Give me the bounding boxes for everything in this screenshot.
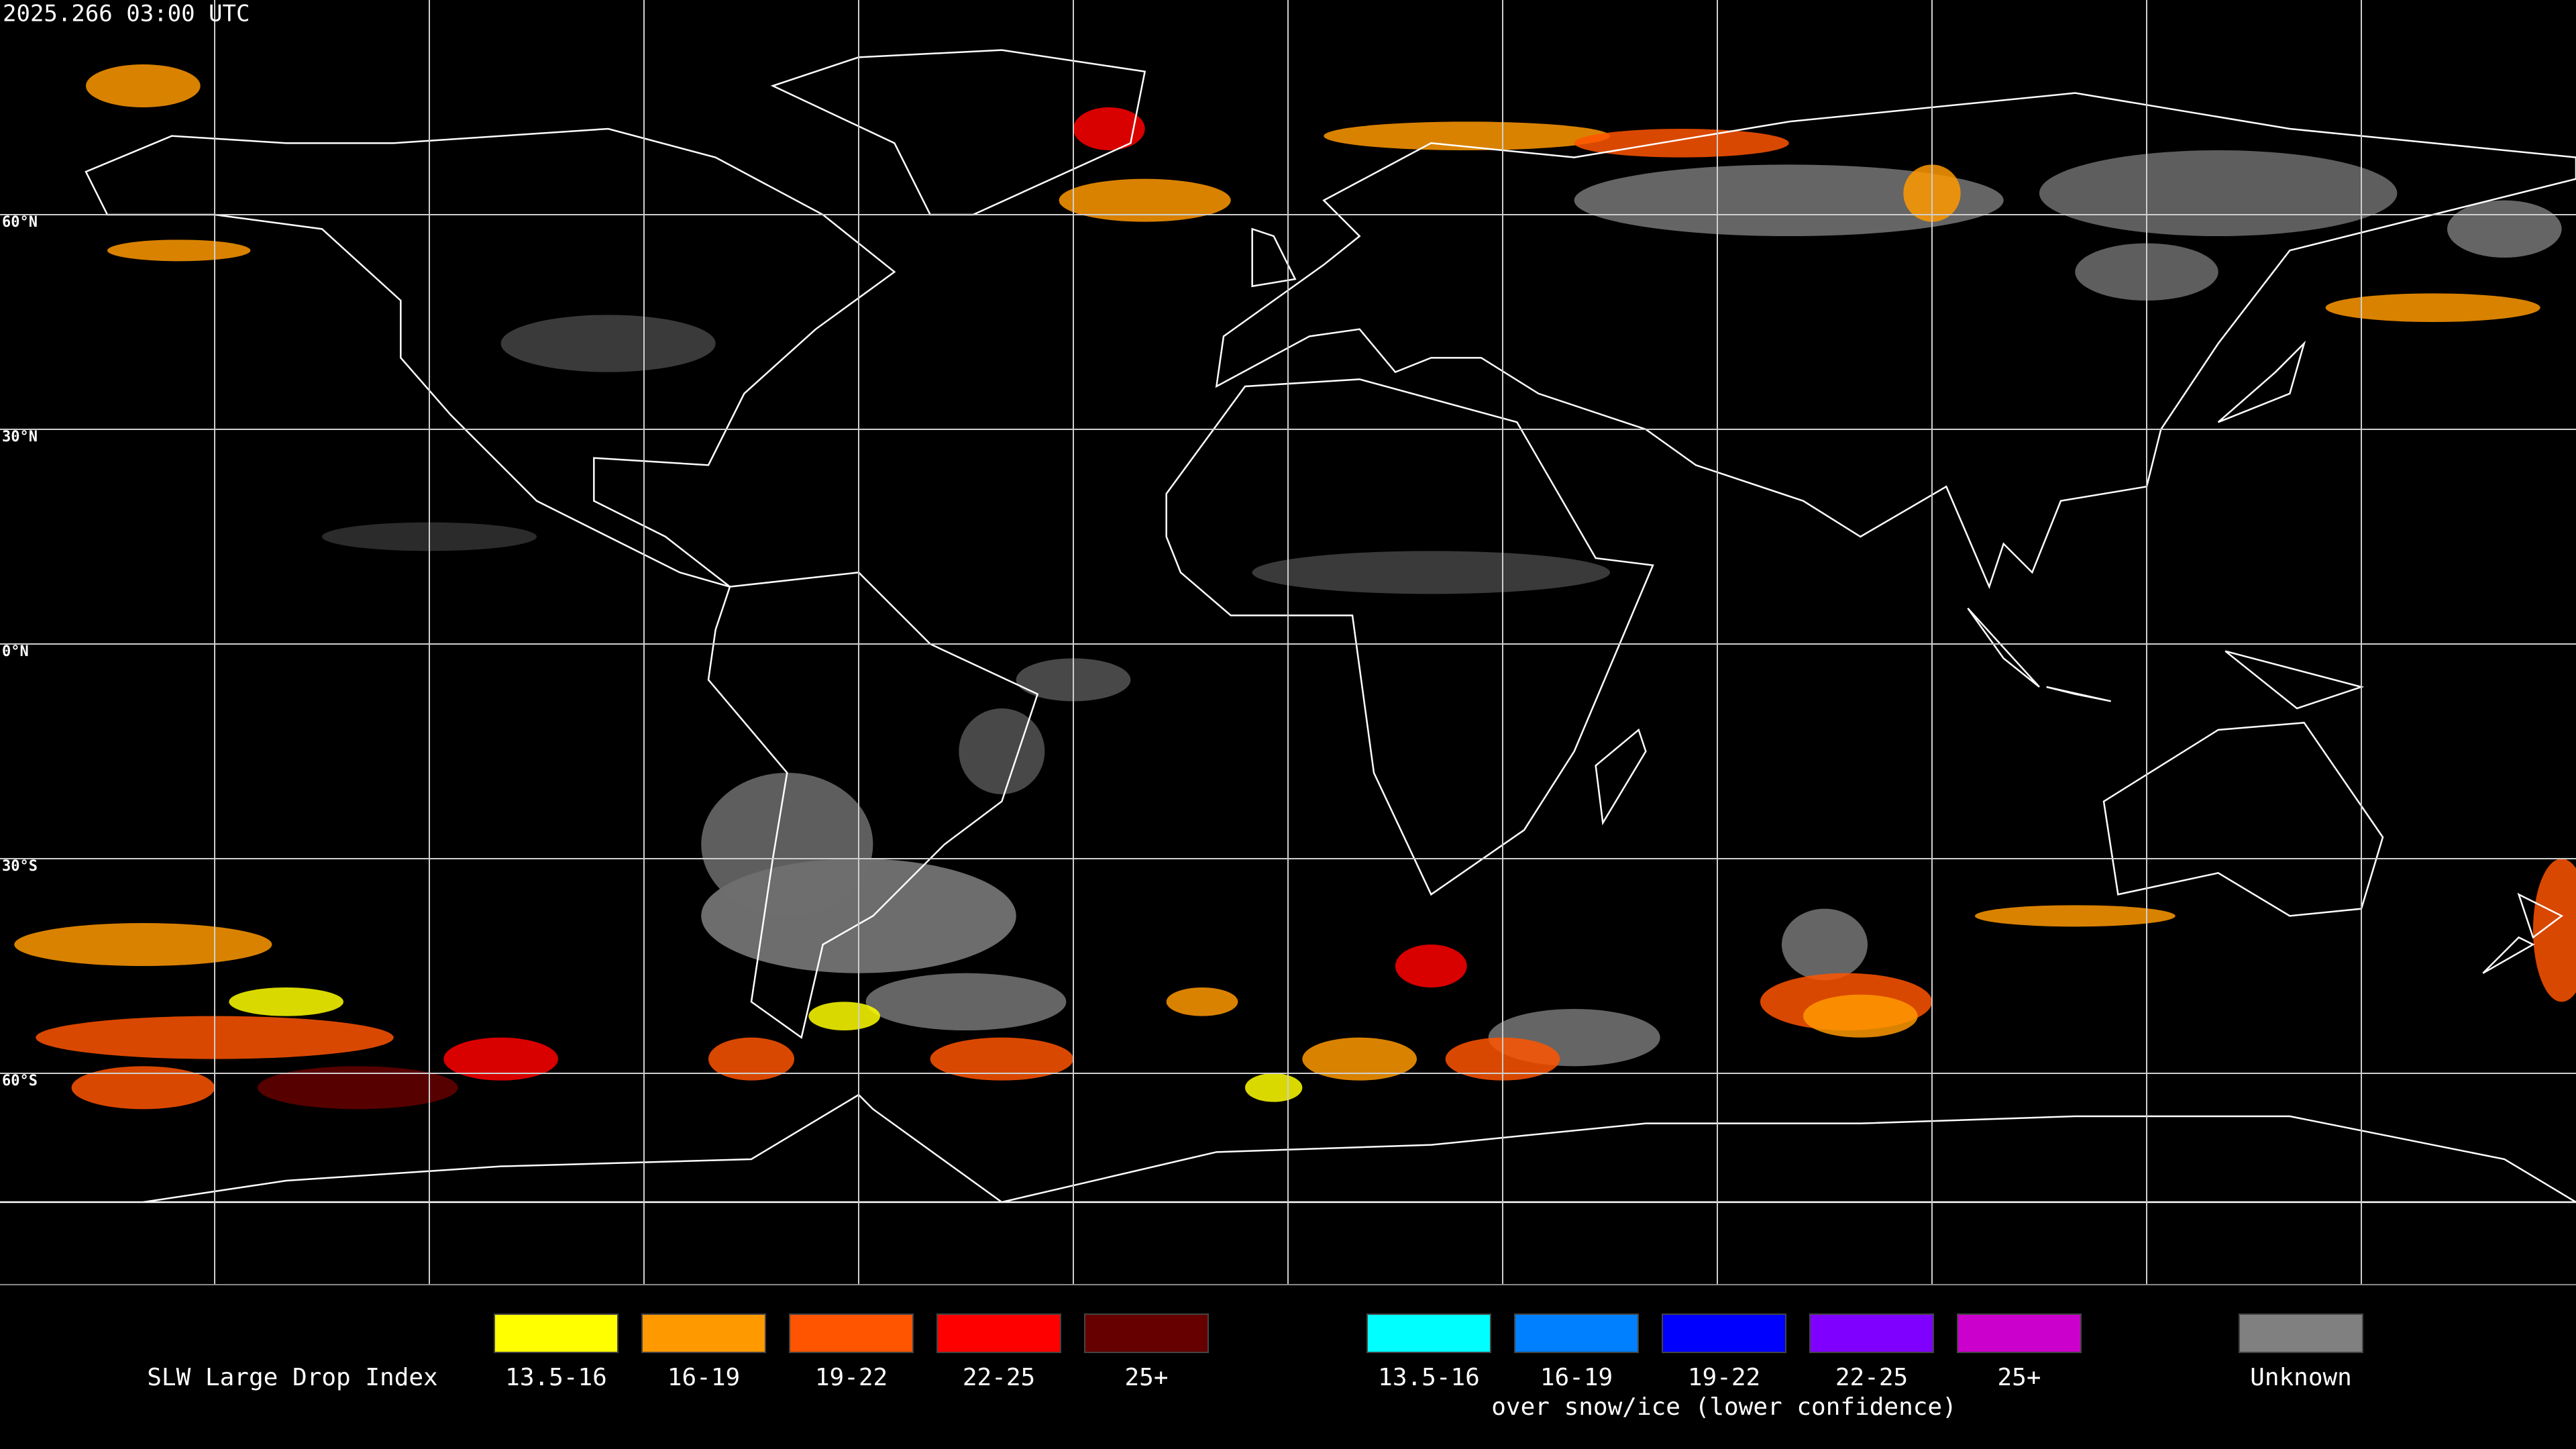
cloud-patch: [1974, 905, 2176, 927]
coastline: [1215, 92, 2576, 590]
cloud-patch: [229, 987, 344, 1016]
cloud-patch: [808, 1002, 881, 1031]
cloud-patch: [1574, 128, 1789, 158]
coastline: [1165, 378, 1654, 896]
legend-swatch: [1809, 1313, 1934, 1353]
cloud-patch: [71, 1066, 215, 1110]
cloud-patch: [1781, 908, 1868, 981]
cloud-patch: [1574, 164, 2004, 237]
coastline: [1595, 728, 1647, 826]
coastline: [85, 127, 896, 588]
latitude-label: 60°S: [2, 1073, 38, 1089]
cloud-patch: [85, 64, 201, 108]
legend-label: 13.5-16: [505, 1364, 607, 1391]
latitude-label: 30°N: [2, 429, 38, 445]
legend-label: 22-25: [1835, 1364, 1908, 1391]
legend-swatch: [2239, 1313, 2363, 1353]
coastline: [2046, 686, 2111, 702]
coastline: [707, 572, 1039, 1039]
legend-swatch: [789, 1313, 914, 1353]
coastlines: [0, 49, 2576, 1203]
cloud-patch: [2039, 150, 2398, 237]
cloud-patch: [1324, 121, 1611, 151]
cloud-patch: [443, 1037, 559, 1081]
legend-label: Unknown: [2250, 1364, 2352, 1391]
graticule: 60°N 30°N 0°N 30°S 60°S: [0, 0, 2576, 1285]
cloud-patch: [1166, 987, 1238, 1016]
legend-label: 22-25: [963, 1364, 1035, 1391]
coastline: [0, 1093, 2576, 1203]
cloud-patch: [2447, 200, 2562, 258]
latitude-label: 0°N: [2, 643, 29, 660]
cloud-patch: [500, 315, 716, 372]
legend-swatch: [936, 1313, 1061, 1353]
cloud-patch: [930, 1037, 1074, 1081]
legend-swatch: [1514, 1313, 1639, 1353]
cloud-patch: [865, 973, 1067, 1031]
legend-swatch: [494, 1313, 619, 1353]
cloud-patch: [2532, 858, 2576, 1002]
cloud-patch: [1252, 551, 1611, 594]
latitude-label: 30°S: [2, 858, 38, 875]
legend-label: 25+: [1124, 1364, 1168, 1391]
coastline: [2217, 340, 2306, 423]
legend-label: 13.5-16: [1378, 1364, 1480, 1391]
cloud-patch: [1803, 994, 1918, 1038]
legend-label: 19-22: [1688, 1364, 1760, 1391]
cloud-patch: [107, 239, 251, 262]
timestamp: 2025.266 03:00 UTC: [3, 1, 250, 28]
legend-label: 16-19: [667, 1364, 740, 1391]
legend-label: 19-22: [815, 1364, 888, 1391]
cloud-patch: [2325, 293, 2540, 323]
cloud-patch: [257, 1066, 458, 1110]
cloud-patch: [1395, 944, 1467, 988]
cloud-patch: [701, 772, 873, 916]
cloud-patch: [1244, 1073, 1303, 1102]
legend-swatch: [1084, 1313, 1209, 1353]
legend-swatch: [1662, 1313, 1786, 1353]
cloud-patch: [1059, 178, 1231, 222]
cloud-layer: [14, 64, 2576, 1110]
legend-label: 25+: [1997, 1364, 2041, 1391]
coastline: [2482, 936, 2535, 974]
coastline: [1251, 227, 1297, 288]
coastline: [770, 49, 1146, 216]
legend-title: SLW Large Drop Index: [147, 1364, 437, 1391]
coastline: [1967, 607, 2040, 688]
legend: SLW Large Drop Index 13.5-16 16-19 19-22 22…: [147, 1313, 2363, 1421]
cloud-patch: [959, 708, 1045, 795]
legend-swatch: [641, 1313, 766, 1353]
cloud-patch: [1073, 107, 1145, 151]
coastline: [2224, 650, 2365, 710]
legend-swatch: [1957, 1313, 2082, 1353]
cloud-patch: [14, 922, 272, 967]
legend-swatch: [1366, 1313, 1491, 1353]
cloud-patch: [708, 1037, 795, 1081]
legend-label: 16-19: [1540, 1364, 1613, 1391]
legend-caption: over snow/ice (lower confidence): [1491, 1393, 1957, 1421]
coastline: [2517, 892, 2564, 939]
cloud-patch: [1302, 1037, 1417, 1081]
latitude-label: 60°N: [2, 214, 38, 231]
